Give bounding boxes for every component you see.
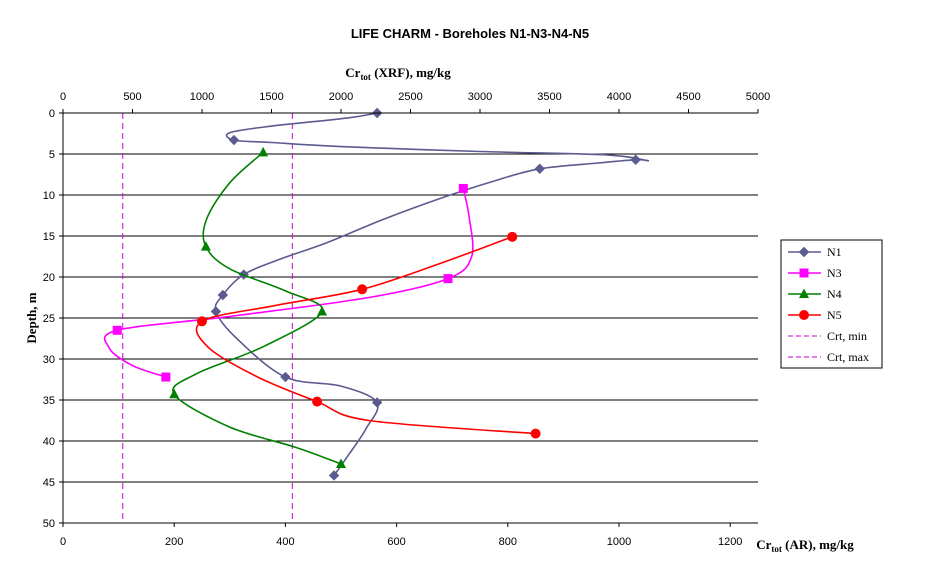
- series-line-N1: [214, 112, 650, 476]
- top-axis-title: Crtot (XRF), mg/kg: [345, 65, 451, 82]
- bottom-axis-title-sub: tot: [771, 544, 782, 554]
- chart-title: LIFE CHARM - Boreholes N1-N3-N4-N5: [351, 26, 589, 41]
- top-tick-label-10: 5000: [746, 91, 770, 103]
- legend-marker-3: [799, 310, 809, 320]
- y-tick-label-8: 40: [43, 436, 55, 448]
- top-axis-title-rest: (XRF), mg/kg: [371, 65, 451, 80]
- point-N5-3: [312, 396, 323, 407]
- bottom-tick-label-6: 1200: [718, 536, 742, 548]
- point-N4-4: [336, 458, 346, 468]
- point-N1-5: [217, 289, 229, 301]
- legend-label-5: Crt, max: [827, 350, 869, 364]
- point-N1-1: [228, 134, 240, 146]
- y-tick-label-5: 25: [43, 313, 55, 325]
- y-tick-label-3: 15: [43, 231, 55, 243]
- bottom-tick-label-5: 1000: [607, 536, 631, 548]
- y-tick-label-0: 0: [49, 108, 55, 120]
- top-tick-label-7: 3500: [537, 91, 561, 103]
- legend: N1 N3 N4 N5 Crt, min Crt, max: [780, 239, 883, 369]
- series-line-N5: [195, 236, 536, 435]
- point-N3-3: [161, 372, 171, 382]
- legend-marker-2: [799, 288, 809, 298]
- point-N5-1: [357, 284, 368, 295]
- legend-item-1: N3: [788, 266, 842, 280]
- point-N1-8: [371, 397, 383, 408]
- y-tick-label-9: 45: [43, 477, 55, 489]
- top-axis-title-main: Cr: [345, 65, 360, 80]
- legend-box: [780, 239, 883, 369]
- legend-label-4: Crt, min: [827, 329, 867, 343]
- bottom-tick-label-0: 0: [60, 536, 66, 548]
- top-tick-label-3: 1500: [259, 91, 283, 103]
- legend-item-4: Crt, min: [788, 329, 867, 343]
- y-tick-label-6: 30: [43, 354, 55, 366]
- point-N4-1: [200, 241, 211, 251]
- point-N5-4: [530, 428, 541, 439]
- bottom-tick-label-3: 600: [387, 536, 405, 548]
- top-tick-label-0: 0: [60, 91, 66, 103]
- y-tick-label-2: 10: [43, 190, 55, 202]
- bottom-tick-label-2: 400: [276, 536, 294, 548]
- series-layer: [103, 107, 650, 481]
- point-N4-3: [169, 388, 180, 399]
- reference-lines: [122, 113, 293, 523]
- point-N1-3: [630, 154, 641, 165]
- point-N3-2: [112, 325, 122, 335]
- bottom-tick-label-1: 200: [165, 536, 183, 548]
- legend-marker-1: [799, 268, 809, 278]
- legend-item-5: Crt, max: [788, 350, 869, 364]
- top-tick-label-9: 4500: [676, 91, 700, 103]
- point-N1-2: [534, 163, 545, 174]
- point-N1-9: [328, 470, 340, 481]
- point-N3-1: [443, 274, 453, 284]
- legend-label-2: N4: [827, 287, 842, 301]
- legend-item-0: N1: [788, 245, 842, 259]
- point-N1-7: [280, 371, 291, 383]
- bottom-tick-label-4: 800: [499, 536, 517, 548]
- series-N5: [195, 231, 541, 439]
- point-N4-2: [317, 305, 328, 316]
- y-tick-label-7: 35: [43, 395, 55, 407]
- legend-marker-0: [798, 246, 810, 258]
- y-axis-title: Depth, m: [24, 292, 39, 343]
- top-tick-label-4: 2000: [329, 91, 353, 103]
- point-N1-6: [210, 306, 222, 317]
- bottom-axis-title-main: Cr: [756, 537, 771, 552]
- series-N4: [169, 146, 346, 468]
- series-N1: [210, 107, 650, 481]
- series-line-N3: [103, 188, 474, 378]
- top-tick-label-2: 1000: [190, 91, 214, 103]
- y-tick-label-10: 50: [43, 518, 55, 530]
- y-tick-label-4: 20: [43, 272, 55, 284]
- top-tick-label-8: 4000: [607, 91, 631, 103]
- legend-label-0: N1: [827, 245, 842, 259]
- top-tick-label-1: 500: [123, 91, 141, 103]
- series-N3: [103, 183, 474, 382]
- point-N3-0: [458, 183, 468, 193]
- legend-label-3: N5: [827, 308, 842, 322]
- point-N5-2: [197, 316, 207, 327]
- top-axis-title-sub: tot: [360, 72, 371, 82]
- bottom-axis-title: Crtot (AR), mg/kg: [756, 537, 854, 554]
- top-tick-label-6: 3000: [468, 91, 492, 103]
- bottom-axis-title-rest: (AR), mg/kg: [782, 537, 854, 552]
- legend-label-1: N3: [827, 266, 842, 280]
- top-tick-label-5: 2500: [398, 91, 422, 103]
- legend-item-3: N5: [788, 308, 842, 322]
- point-N4-0: [258, 146, 269, 157]
- legend-item-2: N4: [788, 287, 842, 301]
- point-N5-0: [507, 231, 518, 242]
- y-tick-label-1: 5: [49, 149, 55, 161]
